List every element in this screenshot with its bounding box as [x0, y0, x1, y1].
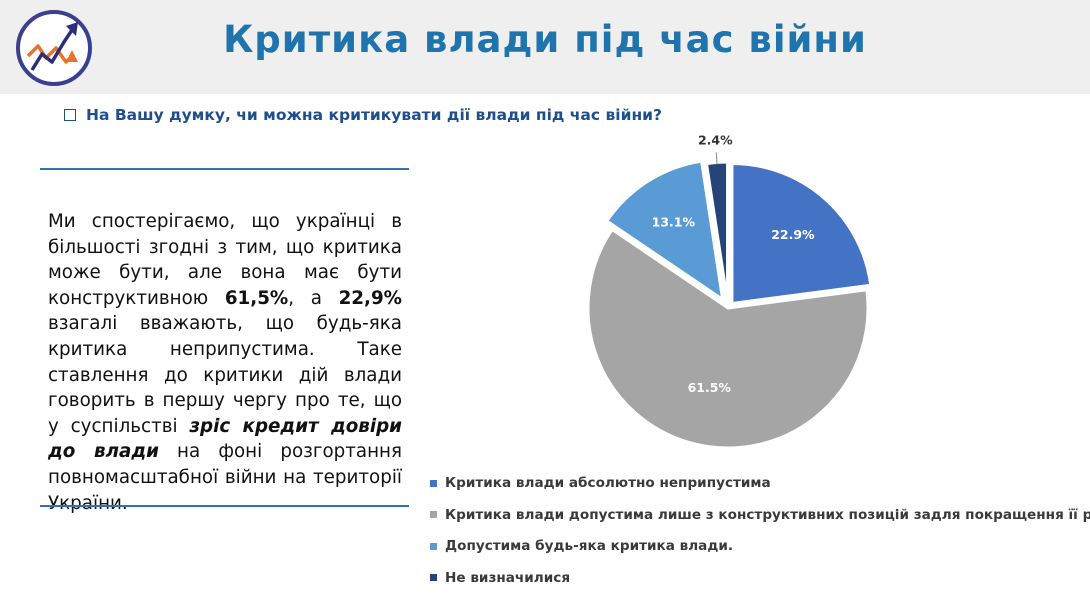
- legend-item: Критика влади абсолютно неприпустима: [430, 472, 1080, 494]
- chart-legend: Критика влади абсолютно неприпустима Крит…: [430, 472, 1090, 598]
- pie-data-label: 61.5%: [688, 380, 732, 395]
- legend-item: Допустима будь-яка критика влади.: [430, 535, 1080, 557]
- summary-text-3: взагалі вважають, що будь-яка критика не…: [48, 313, 402, 437]
- legend-label: Не визначилися: [445, 569, 571, 586]
- divider-top: [40, 168, 409, 170]
- summary-text-2: , а: [288, 287, 339, 309]
- summary-italic-phrase: зріс кредит довіри до влади: [48, 415, 402, 463]
- pie-leader-line: [715, 152, 718, 165]
- summary-text-1: Ми спостерігаємо, що українці в більшост…: [48, 211, 402, 309]
- checkbox-bullet-icon: [64, 108, 76, 121]
- legend-item: Не визначилися: [430, 567, 1080, 589]
- survey-question: На Вашу думку, чи можна критикувати дії …: [64, 106, 662, 124]
- legend-swatch: [430, 511, 437, 518]
- pie-data-label: 22.9%: [771, 227, 815, 242]
- pie-data-label: 13.1%: [652, 214, 696, 229]
- summary-paragraph: Ми спостерігаємо, що українці в більшост…: [48, 209, 402, 516]
- pie-slice: [604, 159, 725, 303]
- summary-text-4: на фоні розгортання повномасштабної війн…: [48, 441, 403, 514]
- growth-chart-logo-icon: [16, 10, 92, 86]
- summary-bold-percent-1: 61,5%: [224, 287, 289, 309]
- legend-swatch: [430, 542, 437, 550]
- header-bar: Критика влади під час війни: [0, 0, 1090, 94]
- survey-question-text: На Вашу думку, чи можна критикувати дії …: [86, 106, 663, 124]
- legend-swatch: [430, 479, 437, 487]
- legend-label: Критика влади допустима лише з конструкт…: [445, 506, 1090, 523]
- pie-data-label: 2.4%: [698, 132, 733, 147]
- legend-label: Критика влади абсолютно неприпустима: [445, 475, 771, 491]
- legend-label: Допустима будь-яка критика влади.: [445, 538, 734, 554]
- legend-item: Критика влади допустима лише з конструкт…: [430, 504, 1090, 526]
- legend-swatch: [430, 574, 437, 581]
- divider-bottom: [40, 505, 409, 507]
- summary-bold-percent-2: 22,9%: [338, 287, 402, 309]
- pie-slice: [730, 161, 873, 306]
- page-title: Критика влади під час війни: [223, 18, 867, 61]
- pie-chart: 22.9% 61.5% 13.1% 2.4%: [586, 132, 873, 450]
- pie-slice: [586, 227, 870, 450]
